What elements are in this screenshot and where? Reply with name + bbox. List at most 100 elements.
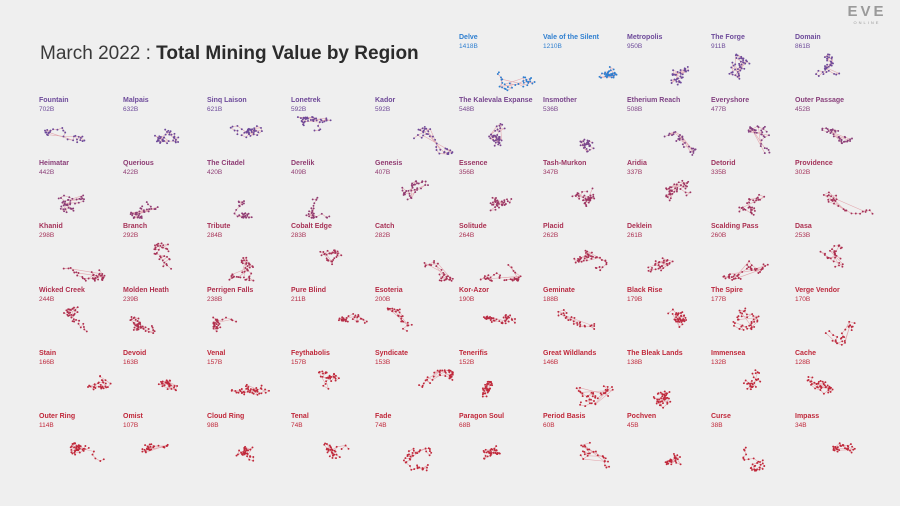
region-map bbox=[87, 375, 112, 391]
region-map bbox=[230, 383, 270, 396]
region-period-basis: Period Basis 60B bbox=[543, 413, 625, 475]
region-value: 347B bbox=[543, 169, 559, 176]
region-outer-ring: Outer Ring 114B bbox=[39, 413, 121, 475]
region-value: 548B bbox=[459, 106, 475, 113]
region-map bbox=[579, 441, 611, 469]
region-name: Dasa bbox=[795, 223, 812, 230]
region-aridia: Aridia 337B bbox=[627, 160, 709, 222]
region-map bbox=[402, 447, 433, 472]
region-map bbox=[821, 127, 853, 145]
region-name: Tribute bbox=[207, 223, 231, 230]
region-value: 211B bbox=[291, 296, 306, 303]
region-providence: Providence 302B bbox=[795, 160, 877, 222]
region-name: Syndicate bbox=[375, 350, 409, 357]
region-name: Stain bbox=[39, 350, 57, 357]
region-tribute: Tribute 284B bbox=[207, 223, 289, 285]
region-paragon-soul: Paragon Soul 68B bbox=[459, 413, 541, 475]
region-value: 407B bbox=[375, 169, 391, 176]
region-name: Malpais bbox=[123, 97, 149, 104]
region-value: 170B bbox=[795, 296, 811, 303]
region-name: Geminate bbox=[543, 287, 575, 294]
region-value: 282B bbox=[375, 232, 391, 239]
region-value: 298B bbox=[39, 232, 55, 239]
region-tash-murkon: Tash-Murkon 347B bbox=[543, 160, 625, 222]
region-name: Delve bbox=[459, 34, 478, 41]
region-khanid: Khanid 298B bbox=[39, 223, 121, 285]
region-outer-passage: Outer Passage 452B bbox=[795, 97, 877, 159]
region-value: 420B bbox=[207, 169, 223, 176]
region-map bbox=[722, 260, 769, 281]
region-value: 536B bbox=[543, 106, 559, 113]
region-map bbox=[317, 370, 340, 390]
region-the-spire: The Spire 177B bbox=[711, 287, 793, 349]
region-map bbox=[296, 116, 332, 132]
region-pochven: Pochven 45B bbox=[627, 413, 709, 475]
region-name: Paragon Soul bbox=[459, 413, 505, 420]
region-name: The Forge bbox=[711, 34, 745, 41]
logo-word: EVE bbox=[847, 3, 887, 20]
region-detorid: Detorid 335B bbox=[711, 160, 793, 222]
region-value: 238B bbox=[207, 296, 223, 303]
region-value: 260B bbox=[711, 232, 727, 239]
region-value: 283B bbox=[291, 232, 307, 239]
region-map bbox=[229, 124, 263, 139]
region-essence: Essence 356B bbox=[459, 160, 541, 222]
region-value: 262B bbox=[543, 232, 559, 239]
region-value: 45B bbox=[627, 422, 639, 429]
region-fountain: Fountain 702B bbox=[39, 97, 121, 159]
region-map bbox=[575, 385, 614, 408]
region-name: Outer Passage bbox=[795, 97, 845, 104]
region-lonetrek: Lonetrek 592B bbox=[291, 97, 373, 159]
region-name: Fade bbox=[375, 413, 392, 420]
region-value: 592B bbox=[291, 106, 307, 113]
region-name: The Kalevala Expanse bbox=[459, 97, 533, 104]
region-syndicate: Syndicate 153B bbox=[375, 350, 457, 412]
region-value: 950B bbox=[627, 43, 643, 50]
region-name: Impass bbox=[795, 413, 820, 420]
region-map bbox=[319, 249, 343, 266]
region-value: 409B bbox=[291, 169, 307, 176]
region-name: Pure Blind bbox=[291, 287, 327, 294]
region-value: 253B bbox=[795, 232, 811, 239]
region-name: Kador bbox=[375, 97, 396, 104]
region-name: Scalding Pass bbox=[711, 223, 759, 230]
region-heimatar: Heimatar 442B bbox=[39, 160, 121, 222]
region-value: 34B bbox=[795, 422, 807, 429]
region-value: 592B bbox=[375, 106, 391, 113]
region-dasa: Dasa 253B bbox=[795, 223, 877, 285]
region-value: 702B bbox=[39, 106, 55, 113]
region-name: Tash-Murkon bbox=[543, 160, 587, 167]
region-tenal: Tenal 74B bbox=[291, 413, 373, 475]
region-value: 477B bbox=[711, 106, 727, 113]
region-map bbox=[647, 257, 674, 273]
region-name: Period Basis bbox=[543, 413, 586, 420]
region-value: 98B bbox=[207, 422, 219, 429]
region-name: Esoteria bbox=[375, 287, 403, 294]
region-name: The Citadel bbox=[207, 160, 245, 167]
region-everyshore: Everyshore 477B bbox=[711, 97, 793, 159]
logo-subword: ONLINE bbox=[853, 20, 881, 25]
region-map bbox=[129, 316, 156, 335]
region-the-bleak-lands: The Bleak Lands 138B bbox=[627, 350, 709, 412]
region-map bbox=[154, 128, 180, 145]
region-map bbox=[228, 256, 255, 282]
region-malpais: Malpais 632B bbox=[123, 97, 205, 159]
region-value: 284B bbox=[207, 232, 223, 239]
region-molden-heath: Molden Heath 239B bbox=[123, 287, 205, 349]
region-map bbox=[738, 193, 766, 216]
region-map bbox=[496, 71, 536, 92]
region-the-kalevala-expanse: The Kalevala Expanse 548B bbox=[459, 97, 541, 159]
region-value: 152B bbox=[459, 359, 475, 366]
region-map bbox=[824, 320, 856, 346]
region-name: Wicked Creek bbox=[39, 287, 85, 294]
region-great-wildlands: Great Wildlands 146B bbox=[543, 350, 625, 412]
region-name: Insmother bbox=[543, 97, 577, 104]
region-value: 166B bbox=[39, 359, 55, 366]
region-value: 188B bbox=[543, 296, 559, 303]
region-name: Khanid bbox=[39, 223, 63, 230]
region-immensea: Immensea 132B bbox=[711, 350, 793, 412]
region-domain: Domain 861B bbox=[795, 34, 877, 96]
region-catch: Catch 282B bbox=[375, 223, 457, 285]
region-map bbox=[571, 187, 596, 208]
region-map bbox=[418, 369, 454, 388]
